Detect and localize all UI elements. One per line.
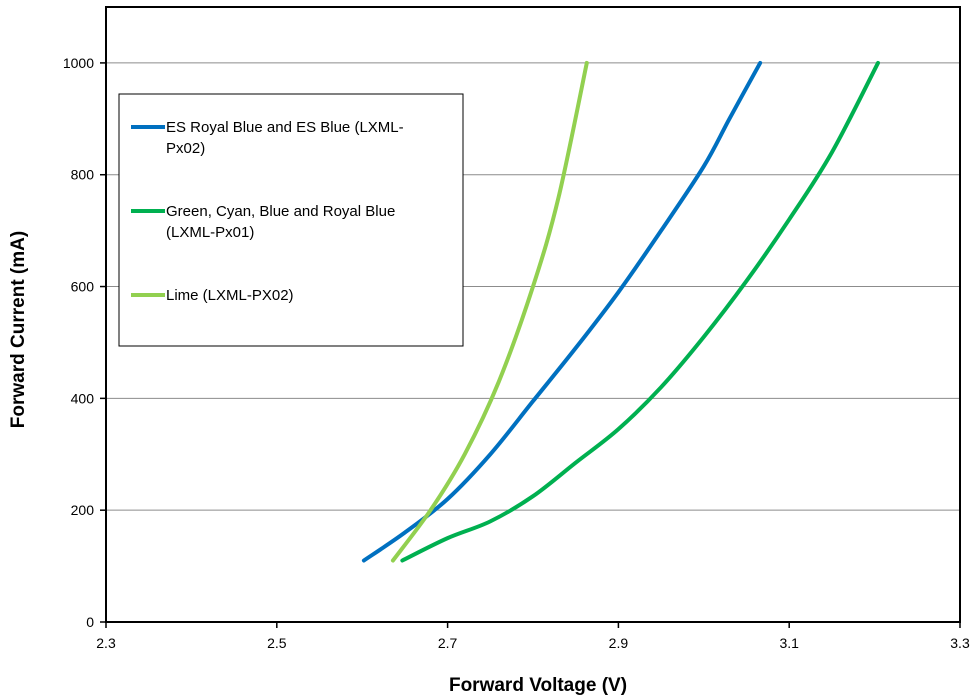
- x-axis: 2.3 2.5 2.7 2.9 3.1 3.3: [96, 622, 970, 651]
- x-tick-label: 3.1: [779, 635, 799, 651]
- plot-area: [105, 6, 961, 623]
- series-line-3: [390, 60, 589, 563]
- legend-label-2: (LXML-Px01): [166, 224, 254, 241]
- y-tick-label: 400: [71, 390, 95, 406]
- x-tick-label: 2.3: [96, 635, 116, 651]
- series-line-1: [361, 60, 763, 563]
- y-tick-label: 600: [71, 279, 95, 295]
- x-axis-title: Forward Voltage (V): [449, 675, 627, 696]
- y-tick-label: 0: [86, 614, 94, 630]
- x-tick-label: 2.7: [438, 635, 458, 651]
- y-axis: 0 200 400 600 800 1000: [63, 55, 106, 630]
- x-tick-label: 3.3: [950, 635, 970, 651]
- legend-label-1: Px02): [166, 140, 205, 157]
- legend-box: [118, 93, 464, 347]
- series-line-2: [400, 60, 881, 563]
- x-tick-label: 2.5: [267, 635, 287, 651]
- x-tick-label: 2.9: [609, 635, 629, 651]
- legend-label-2: Green, Cyan, Blue and Royal Blue: [166, 203, 395, 220]
- legend: ES Royal Blue and ES Blue (LXML- Px02) Gre…: [118, 93, 464, 347]
- y-tick-label: 800: [71, 167, 95, 183]
- y-tick-label: 1000: [63, 55, 94, 71]
- y-axis-title: Forward Current (mA): [8, 231, 29, 428]
- series-lines: [361, 60, 881, 563]
- legend-label-3: Lime (LXML-PX02): [166, 287, 294, 304]
- y-tick-label: 200: [71, 502, 95, 518]
- legend-label-1: ES Royal Blue and ES Blue (LXML-: [166, 119, 404, 136]
